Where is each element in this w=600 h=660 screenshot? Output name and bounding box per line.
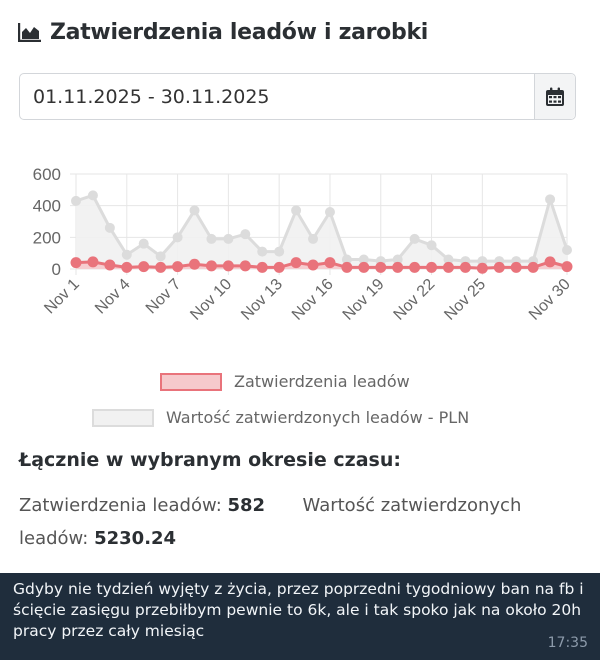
value-series-point[interactable] — [392, 254, 403, 265]
leads-series-point[interactable] — [256, 261, 268, 273]
x-tick-label: Nov 19 — [340, 276, 388, 324]
x-tick-label: Nov 30 — [526, 276, 574, 324]
leads-series-point[interactable] — [459, 261, 471, 273]
value-series-point[interactable] — [223, 233, 234, 244]
message-time: 17:35 — [547, 635, 588, 651]
summary-heading: Łącznie w wybranym okresie czasu: — [19, 449, 401, 471]
leads-series-point[interactable] — [375, 261, 387, 273]
summary-leads-label: Zatwierdzenia leadów: — [19, 495, 222, 516]
leads-series-point[interactable] — [392, 261, 404, 273]
leads-series-point[interactable] — [409, 261, 421, 273]
leads-series-point[interactable] — [510, 261, 522, 273]
summary-body: Zatwierdzenia leadów: 582 Wartość zatwie… — [19, 489, 579, 555]
x-tick-label: Nov 25 — [441, 276, 489, 324]
legend-swatch-value — [92, 408, 154, 427]
y-tick-label: 400 — [33, 197, 61, 216]
leads-series-point[interactable] — [476, 262, 488, 274]
leads-series-point[interactable] — [307, 259, 319, 271]
leads-series-point[interactable] — [426, 261, 438, 273]
value-series-point[interactable] — [274, 246, 285, 257]
value-series-point[interactable] — [341, 254, 352, 265]
leads-series-point[interactable] — [239, 260, 251, 272]
value-series-point[interactable] — [443, 254, 454, 265]
value-series-point[interactable] — [87, 190, 98, 201]
chat-message: Gdyby nie tydzień wyjęty z życia, przez … — [0, 573, 600, 660]
leads-series-point[interactable] — [324, 257, 336, 269]
leads-series-point[interactable] — [273, 261, 285, 273]
date-range-picker[interactable]: 01.11.2025 - 30.11.2025 — [19, 73, 576, 120]
legend-label-leads: Zatwierdzenia leadów — [234, 372, 410, 391]
calendar-icon — [546, 87, 564, 106]
leads-series-point[interactable] — [544, 256, 556, 268]
y-tick-label: 0 — [52, 260, 61, 279]
value-series-point[interactable] — [324, 207, 335, 217]
x-tick-label: Nov 13 — [238, 276, 286, 324]
leads-series-point[interactable] — [70, 257, 82, 269]
leads-series-point[interactable] — [104, 259, 116, 271]
leads-series-point[interactable] — [358, 261, 370, 273]
y-tick-label: 200 — [33, 228, 61, 247]
summary-value-value: 5230.24 — [94, 528, 177, 549]
leads-series-point[interactable] — [527, 261, 539, 273]
x-tick-label: Nov 16 — [289, 276, 337, 324]
value-series-point[interactable] — [71, 195, 81, 206]
leads-series-point[interactable] — [493, 261, 505, 273]
x-tick-label: Nov 7 — [143, 276, 185, 318]
x-tick-label: Nov 10 — [187, 276, 235, 324]
y-tick-label: 600 — [33, 165, 61, 184]
leads-series-point[interactable] — [341, 261, 353, 273]
value-series-point[interactable] — [138, 238, 149, 249]
legend-item-leads[interactable]: Zatwierdzenia leadów — [160, 372, 410, 391]
leads-series-point[interactable] — [155, 261, 167, 273]
value-series-point[interactable] — [545, 194, 556, 205]
message-text: Gdyby nie tydzień wyjęty z życia, przez … — [13, 580, 584, 640]
x-tick-label: Nov 22 — [391, 276, 439, 324]
value-series-area — [76, 195, 567, 269]
leads-series-point[interactable] — [172, 261, 184, 273]
value-series-point[interactable] — [308, 233, 319, 244]
value-series-point[interactable] — [358, 254, 369, 265]
page-header: Zatwierdzenia leadów i zarobki — [18, 14, 428, 50]
leads-series-point[interactable] — [442, 261, 454, 273]
value-series-point[interactable] — [104, 222, 115, 233]
value-series-point[interactable] — [257, 246, 268, 257]
summary-value-label-2: leadów: — [19, 528, 89, 549]
date-range-input[interactable]: 01.11.2025 - 30.11.2025 — [33, 85, 270, 108]
summary-leads-value: 582 — [227, 495, 266, 516]
x-tick-label: Nov 4 — [92, 276, 134, 318]
value-series-point[interactable] — [240, 229, 251, 240]
summary-value-label-1: Wartość zatwierdzonych — [302, 495, 522, 516]
x-tick-label: Nov 1 — [41, 276, 83, 318]
value-series-point[interactable] — [409, 233, 420, 244]
leads-series-point[interactable] — [121, 261, 133, 273]
area-chart-icon — [18, 23, 41, 42]
value-series-point[interactable] — [155, 251, 166, 262]
value-series-point[interactable] — [172, 232, 183, 243]
leads-series-point[interactable] — [222, 260, 234, 272]
value-series-point[interactable] — [206, 233, 217, 244]
legend-swatch-leads — [160, 372, 222, 391]
value-series-point[interactable] — [121, 249, 132, 260]
value-series-point[interactable] — [189, 205, 200, 216]
leads-series-point[interactable] — [87, 256, 99, 268]
leads-series-point[interactable] — [205, 260, 217, 272]
calendar-button[interactable] — [534, 74, 575, 119]
value-series-point[interactable] — [291, 205, 302, 216]
value-series-point[interactable] — [562, 245, 572, 255]
leads-series-point[interactable] — [290, 257, 302, 269]
leads-series-point[interactable] — [138, 261, 150, 273]
value-series-point[interactable] — [426, 240, 437, 251]
leads-series-point[interactable] — [189, 258, 201, 270]
legend-label-value: Wartość zatwierdzonych leadów - PLN — [166, 408, 470, 427]
legend-item-value[interactable]: Wartość zatwierdzonych leadów - PLN — [92, 408, 469, 427]
leads-series-point[interactable] — [561, 261, 573, 273]
page-title: Zatwierdzenia leadów i zarobki — [50, 19, 429, 45]
